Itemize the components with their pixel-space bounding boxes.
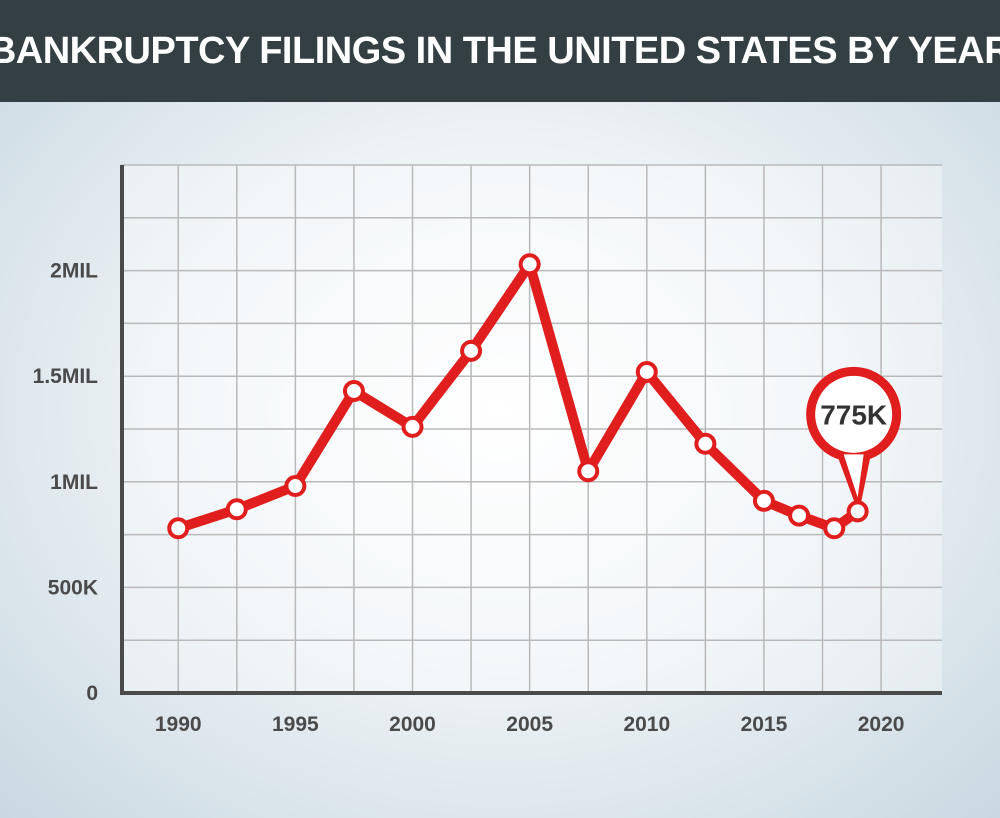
x-tick-label: 2005 bbox=[506, 713, 553, 736]
data-point bbox=[225, 498, 248, 521]
x-tick-label: 2015 bbox=[741, 713, 788, 736]
chart-title: BANKRUPTCY FILINGS IN THE UNITED STATES … bbox=[0, 29, 1000, 72]
x-tick-label: 1995 bbox=[272, 713, 319, 736]
data-point bbox=[284, 475, 307, 498]
callout-label: 775K bbox=[820, 399, 887, 430]
data-point bbox=[460, 339, 483, 362]
x-tick-label: 2000 bbox=[389, 713, 436, 736]
data-point bbox=[694, 432, 717, 455]
callout-pointer-fill bbox=[843, 454, 864, 498]
x-tick-label: 1990 bbox=[155, 713, 202, 736]
data-point bbox=[342, 379, 365, 402]
x-tick-label: 2020 bbox=[858, 713, 905, 736]
data-point bbox=[635, 360, 658, 383]
y-tick-label: 500K bbox=[48, 576, 98, 599]
data-point bbox=[577, 460, 600, 483]
y-tick-label: 0 bbox=[86, 682, 98, 705]
x-tick-label: 2010 bbox=[623, 713, 670, 736]
data-point bbox=[401, 415, 424, 438]
data-point bbox=[752, 489, 775, 512]
title-banner: BANKRUPTCY FILINGS IN THE UNITED STATES … bbox=[0, 0, 1000, 102]
data-point bbox=[167, 517, 190, 540]
data-point bbox=[788, 504, 811, 527]
data-point bbox=[823, 517, 846, 540]
data-point bbox=[846, 500, 869, 523]
y-tick-label: 1.5MIL bbox=[33, 365, 99, 388]
y-tick-label: 1MIL bbox=[50, 471, 98, 494]
y-tick-label: 2MIL bbox=[50, 260, 98, 283]
data-point bbox=[518, 253, 541, 276]
callout-775k: 775K bbox=[806, 366, 902, 504]
